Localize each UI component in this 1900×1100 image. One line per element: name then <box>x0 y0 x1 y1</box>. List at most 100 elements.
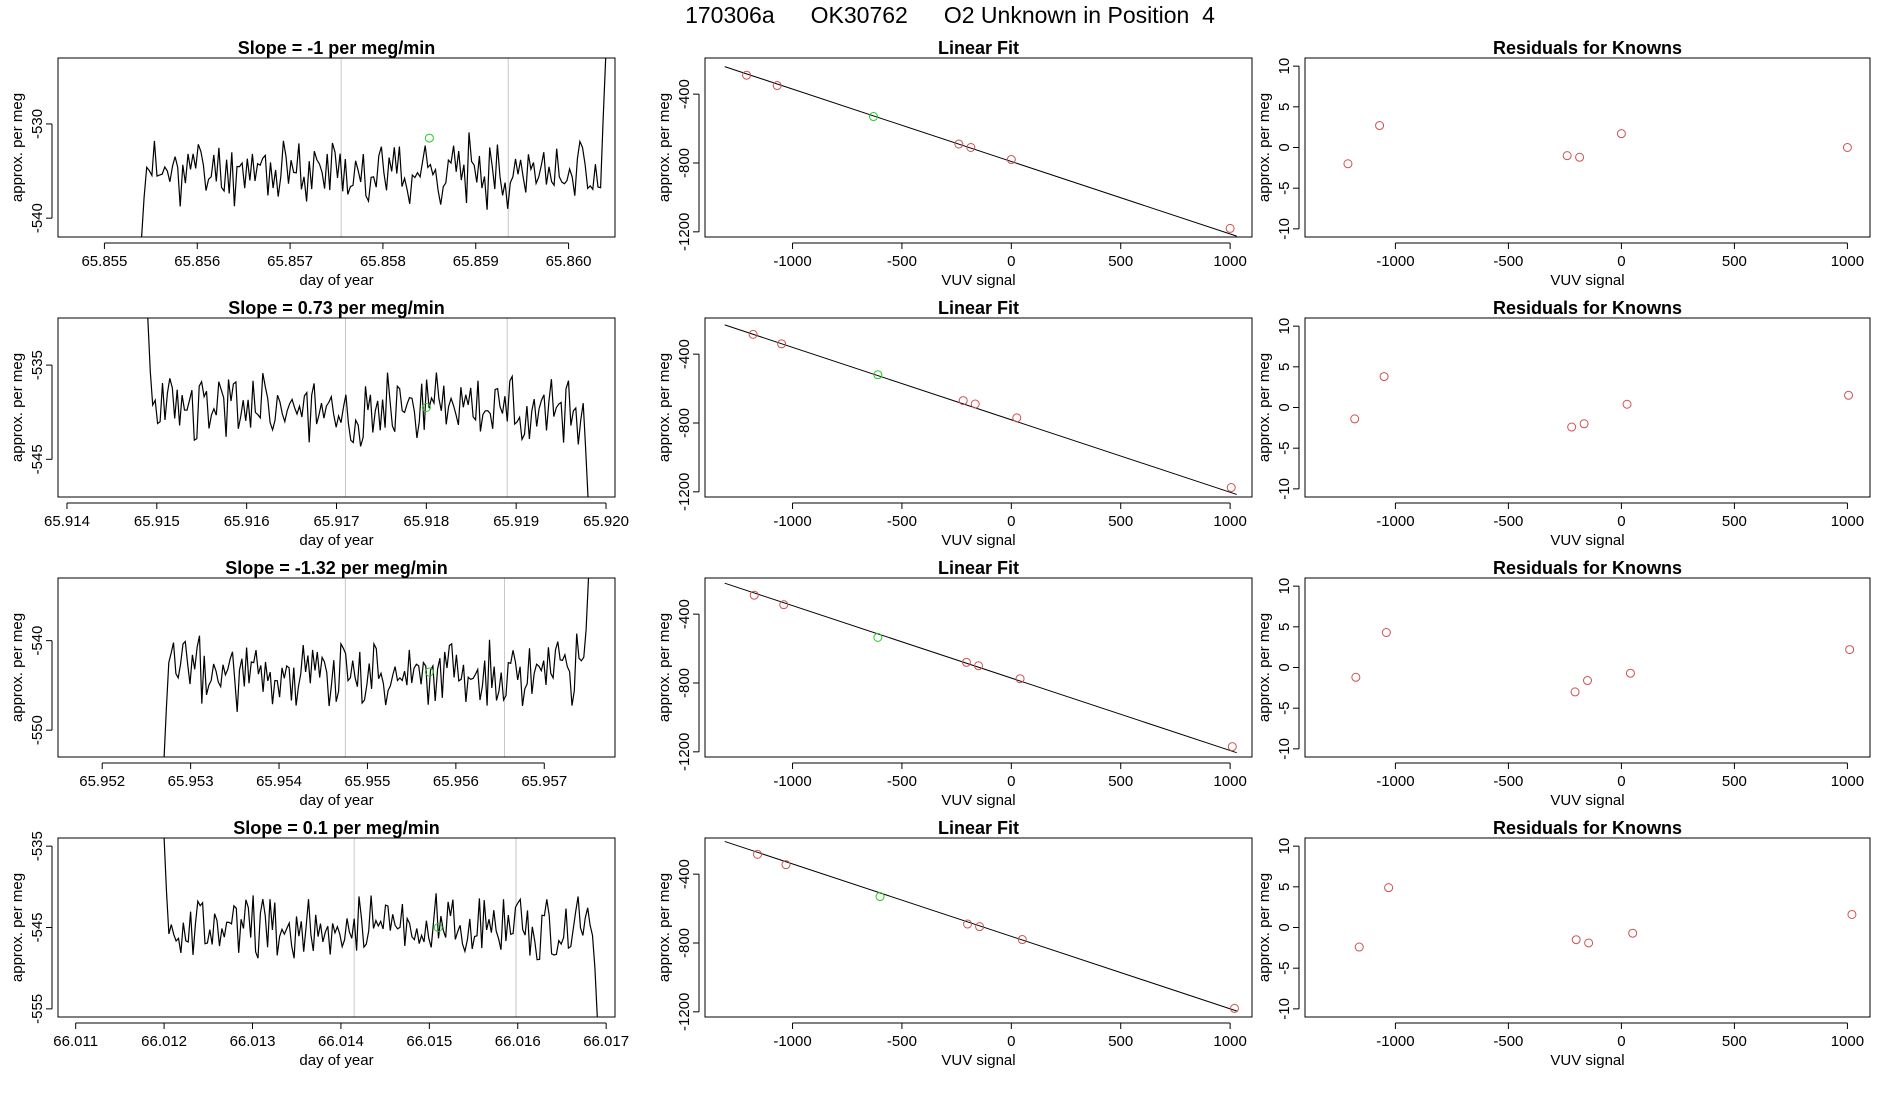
x-tick-label: 66.014 <box>318 1033 364 1050</box>
plot-title: Slope = 0.73 per meg/min <box>228 298 445 318</box>
x-tick-label: 66.013 <box>230 1033 276 1050</box>
plot-title: Slope = -1 per meg/min <box>238 38 436 58</box>
residual-point <box>1567 422 1577 432</box>
y-tick-label: 5 <box>1276 103 1293 111</box>
residual-point <box>1845 645 1855 655</box>
y-axis: -1200 -800 -400 <box>676 859 700 1031</box>
residual-point <box>1351 672 1361 682</box>
x-tick-label: 65.858 <box>360 253 406 270</box>
plot-frame <box>704 317 1253 498</box>
y-axis: -555 -545 -535 <box>29 831 53 1024</box>
y-tick-label: -5 <box>1276 962 1293 975</box>
x-tick-label: 1000 <box>1213 253 1246 270</box>
residual-point <box>1375 121 1385 131</box>
known-point <box>742 70 752 80</box>
y-axis: -10 -5 0 5 10 <box>1276 318 1300 500</box>
y-tick-label: 0 <box>1276 663 1293 671</box>
unknown-point-marker <box>424 133 434 143</box>
known-point <box>974 661 983 671</box>
residual-point <box>1381 628 1391 638</box>
known-point <box>975 922 985 932</box>
x-axis-label: VUV signal <box>941 1052 1015 1069</box>
known-point <box>1229 1003 1239 1013</box>
x-tick-label: 0 <box>1007 513 1015 530</box>
x-tick-label: 500 <box>1722 1033 1747 1050</box>
x-tick-label: 0 <box>1617 773 1625 790</box>
plot-title: Residuals for Knowns <box>1493 298 1682 318</box>
x-tick-label: -500 <box>887 773 917 790</box>
fit-line <box>724 324 1237 495</box>
x-tick-label: 0 <box>1007 1033 1015 1050</box>
x-tick-label: -1000 <box>773 253 811 270</box>
y-axis-label: approx. per meg <box>656 613 673 722</box>
x-tick-label: 500 <box>1722 513 1747 530</box>
x-tick-label: -500 <box>887 1033 917 1050</box>
plot-frame <box>57 577 616 758</box>
run-id: 170306a <box>685 2 775 28</box>
y-tick-label: -800 <box>676 668 693 698</box>
residuals-panel: -1000 -500 0 500 1000 -10 -5 0 5 10 Residuals for … <box>1256 558 1871 809</box>
y-tick-label: -530 <box>29 109 46 139</box>
y-tick-label: -545 <box>29 444 46 474</box>
x-tick-label: -1000 <box>773 513 811 530</box>
y-axis: -1200 -800 -400 <box>676 79 700 251</box>
known-point <box>963 919 973 929</box>
y-axis-label: approx. per meg <box>9 93 26 202</box>
unknown-point <box>873 370 883 380</box>
known-point <box>749 590 759 600</box>
y-axis-label: approx. per meg <box>656 353 673 462</box>
plot-title: Residuals for Knowns <box>1493 558 1682 578</box>
timeseries-panel: 65.855 65.856 65.857 65.858 65.859 65.860 -540… <box>9 38 616 289</box>
y-axis: -540 -530 <box>29 109 53 233</box>
x-tick-label: 1000 <box>1831 1033 1864 1050</box>
x-tick-label: 65.957 <box>521 773 567 790</box>
x-tick-label: -500 <box>1493 253 1523 270</box>
y-tick-label: -540 <box>29 203 46 233</box>
x-axis: 65.855 65.856 65.857 65.858 65.859 65.860 <box>81 242 592 270</box>
y-tick-label: -1200 <box>676 733 693 771</box>
residual-point <box>1628 928 1638 938</box>
known-point <box>777 339 787 349</box>
y-tick-label: 5 <box>1276 623 1293 631</box>
timeseries-panel: 65.952 65.953 65.954 65.955 65.956 65.957 -550… <box>9 558 616 809</box>
y-tick-label: -5 <box>1276 442 1293 455</box>
y-tick-label: -800 <box>676 148 693 178</box>
plot-frame <box>704 837 1253 1018</box>
x-tick-label: -500 <box>1493 513 1523 530</box>
x-axis-label: VUV signal <box>1550 272 1624 289</box>
known-point <box>966 143 976 152</box>
known-point <box>970 399 980 409</box>
residuals-panel: -1000 -500 0 500 1000 -10 -5 0 5 10 Residuals for … <box>1256 818 1871 1069</box>
x-tick-label: 65.859 <box>453 253 499 270</box>
x-tick-label: 65.917 <box>314 513 360 530</box>
figure-header: 170306a OK30762 O2 Unknown in Position 4 <box>0 2 1900 29</box>
y-axis: -550 -540 <box>29 626 53 745</box>
residual-point <box>1844 390 1854 400</box>
x-tick-label: -500 <box>887 253 917 270</box>
residuals-panel: -1000 -500 0 500 1000 -10 -5 0 5 10 Residuals for … <box>1256 298 1871 549</box>
known-point <box>958 396 968 406</box>
x-tick-label: 66.012 <box>141 1033 187 1050</box>
y-axis-label: approx. per meg <box>1256 93 1273 202</box>
plot-title: Slope = -1.32 per meg/min <box>225 558 448 578</box>
timeseries-panel: 65.914 65.915 65.916 65.917 65.918 65.919 65.9… <box>9 298 629 549</box>
tank-id: OK30762 <box>810 2 908 28</box>
residual-point <box>1616 129 1626 139</box>
y-tick-label: -10 <box>1276 998 1293 1020</box>
x-axis-label: VUV signal <box>1550 532 1624 549</box>
y-tick-label: -535 <box>29 831 46 861</box>
y-axis-label: approx. per meg <box>9 613 26 722</box>
x-tick-label: 66.016 <box>495 1033 541 1050</box>
known-point <box>954 139 964 149</box>
x-axis: -1000 -500 0 500 1000 <box>1376 762 1864 790</box>
y-tick-label: -1200 <box>676 213 693 251</box>
residual-point <box>1584 938 1594 948</box>
plot-frame <box>1304 317 1871 498</box>
x-tick-label: 500 <box>1108 1033 1133 1050</box>
residual-point <box>1354 942 1364 952</box>
x-tick-label: -500 <box>1493 1033 1523 1050</box>
y-tick-label: 5 <box>1276 883 1293 891</box>
known-point <box>779 600 789 610</box>
x-tick-label: 1000 <box>1831 513 1864 530</box>
x-tick-label: 66.017 <box>583 1033 629 1050</box>
